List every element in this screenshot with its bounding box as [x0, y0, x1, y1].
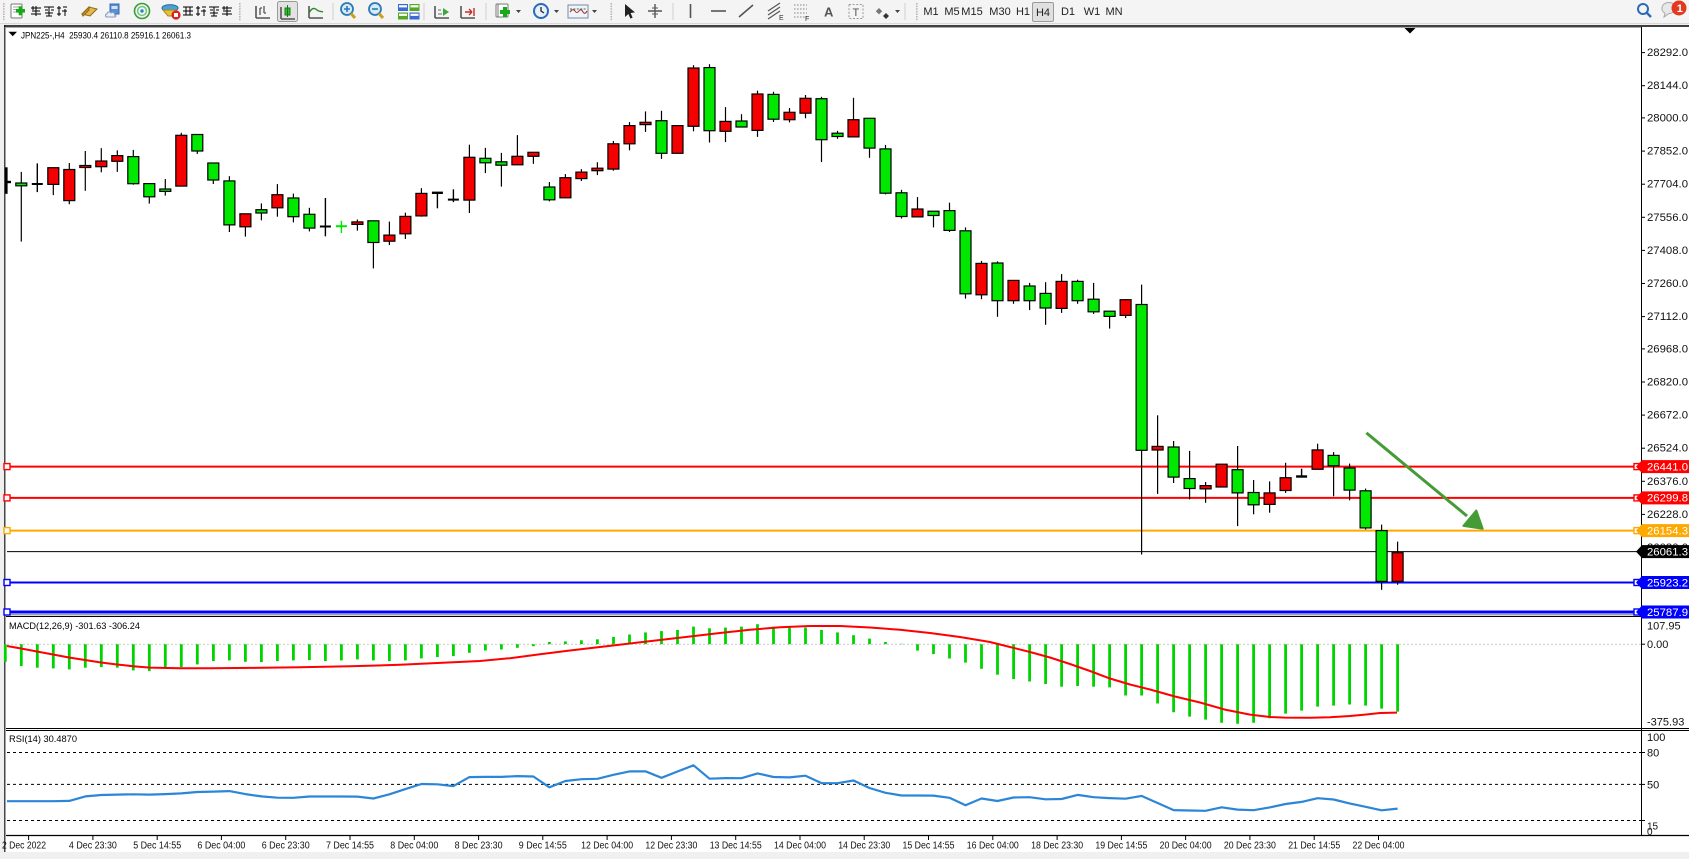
svg-text:26968.0: 26968.0 — [1647, 343, 1688, 355]
svg-text:18 Dec 23:30: 18 Dec 23:30 — [1031, 841, 1083, 852]
svg-text:9 Dec 14:55: 9 Dec 14:55 — [519, 841, 567, 852]
svg-text:6 Dec 04:00: 6 Dec 04:00 — [197, 841, 245, 852]
svg-text:27260.0: 27260.0 — [1647, 278, 1688, 290]
svg-text:26299.8: 26299.8 — [1647, 493, 1688, 505]
svg-text:A: A — [824, 5, 834, 20]
svg-text:JPN225-,H4 25930.4 26110.8 25: JPN225-,H4 25930.4 26110.8 25916.1 26061… — [21, 31, 191, 42]
svg-text:22 Dec 04:00: 22 Dec 04:00 — [1353, 841, 1405, 852]
svg-text:26524.0: 26524.0 — [1647, 443, 1688, 455]
svg-text:20 Dec 04:00: 20 Dec 04:00 — [1160, 841, 1212, 852]
svg-text:107.95: 107.95 — [1647, 621, 1681, 633]
svg-text:0.00: 0.00 — [1647, 639, 1668, 651]
svg-text:26672.0: 26672.0 — [1647, 410, 1688, 422]
svg-text:14 Dec 23:30: 14 Dec 23:30 — [838, 841, 890, 852]
svg-text:19 Dec 14:55: 19 Dec 14:55 — [1095, 841, 1147, 852]
svg-text:20 Dec 23:30: 20 Dec 23:30 — [1224, 841, 1276, 852]
svg-text:12 Dec 23:30: 12 Dec 23:30 — [645, 841, 697, 852]
svg-text:MACD(12,26,9) -301.63 -306.24: MACD(12,26,9) -301.63 -306.24 — [9, 621, 140, 632]
svg-text:27704.0: 27704.0 — [1647, 179, 1688, 191]
svg-text:7 Dec 14:55: 7 Dec 14:55 — [326, 841, 374, 852]
svg-text:25923.2: 25923.2 — [1647, 577, 1688, 589]
svg-text:100: 100 — [1647, 732, 1665, 744]
svg-text:26228.0: 26228.0 — [1647, 509, 1688, 521]
svg-text:RSI(14) 30.4870: RSI(14) 30.4870 — [9, 734, 77, 745]
svg-text:8 Dec 04:00: 8 Dec 04:00 — [390, 841, 438, 852]
svg-text:26820.0: 26820.0 — [1647, 377, 1688, 389]
svg-text:27112.0: 27112.0 — [1647, 311, 1688, 323]
svg-text:1: 1 — [1677, 3, 1683, 15]
svg-text:6 Dec 23:30: 6 Dec 23:30 — [262, 841, 310, 852]
svg-text:-375.93: -375.93 — [1647, 717, 1684, 729]
svg-text:15 Dec 14:55: 15 Dec 14:55 — [903, 841, 955, 852]
svg-text:14 Dec 04:00: 14 Dec 04:00 — [774, 841, 826, 852]
svg-text:F: F — [805, 16, 809, 23]
svg-text:28292.0: 28292.0 — [1647, 47, 1688, 59]
svg-text:26061.3: 26061.3 — [1647, 546, 1688, 558]
svg-text:27408.0: 27408.0 — [1647, 245, 1688, 257]
svg-text:25787.9: 25787.9 — [1647, 607, 1688, 619]
svg-text:15: 15 — [1647, 822, 1659, 833]
svg-text:27852.0: 27852.0 — [1647, 146, 1688, 158]
svg-text:21 Dec 14:55: 21 Dec 14:55 — [1288, 841, 1340, 852]
svg-text:80: 80 — [1647, 748, 1659, 760]
svg-text:12 Dec 04:00: 12 Dec 04:00 — [581, 841, 633, 852]
svg-text:26376.0: 26376.0 — [1647, 476, 1688, 488]
svg-text:27556.0: 27556.0 — [1647, 212, 1688, 224]
svg-text:4 Dec 23:30: 4 Dec 23:30 — [69, 841, 117, 852]
svg-text:2 Dec 2022: 2 Dec 2022 — [2, 841, 46, 852]
svg-text:13 Dec 14:55: 13 Dec 14:55 — [710, 841, 762, 852]
svg-text:26154.3: 26154.3 — [1647, 525, 1688, 537]
svg-text:0: 0 — [1647, 827, 1653, 838]
svg-text:50: 50 — [1647, 779, 1659, 791]
svg-text:26441.0: 26441.0 — [1647, 461, 1688, 473]
svg-text:8 Dec 23:30: 8 Dec 23:30 — [455, 841, 503, 852]
svg-text:16 Dec 04:00: 16 Dec 04:00 — [967, 841, 1019, 852]
svg-text:28000.0: 28000.0 — [1647, 112, 1688, 124]
svg-text:28144.0: 28144.0 — [1647, 80, 1688, 92]
svg-text:E: E — [779, 15, 784, 22]
svg-text:T: T — [853, 7, 860, 19]
svg-text:5 Dec 14:55: 5 Dec 14:55 — [133, 841, 181, 852]
